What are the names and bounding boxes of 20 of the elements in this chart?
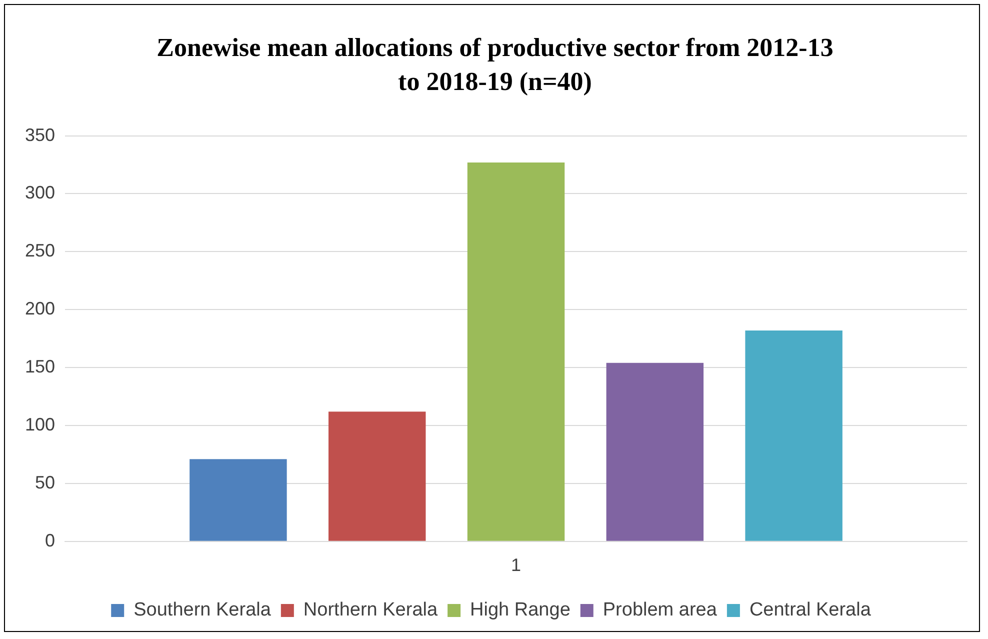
bar — [467, 162, 565, 541]
y-tick-label: 350 — [24, 124, 56, 145]
legend-label: Northern Kerala — [303, 600, 438, 621]
legend-label: High Range — [470, 600, 570, 621]
y-tick-label: 50 — [35, 472, 56, 492]
y-tick-label: 200 — [24, 298, 56, 319]
legend-label: Central Kerala — [749, 600, 872, 621]
y-tick-label: 300 — [24, 182, 56, 203]
bar — [190, 459, 287, 541]
legend-label: Southern Kerala — [134, 600, 272, 621]
y-tick-label: 250 — [24, 240, 56, 261]
y-tick-label: 100 — [24, 414, 56, 434]
bar — [745, 330, 842, 541]
bar — [328, 412, 426, 541]
y-tick-label: 0 — [45, 530, 56, 550]
legend-label: Problem area — [602, 600, 718, 621]
bar — [606, 362, 704, 541]
x-tick-label: 1 — [511, 555, 522, 576]
y-tick-label: 150 — [24, 356, 56, 377]
chart-title: Zonewise mean allocations of productive sector from 2012-13 to 2018-19 (n=40) — [156, 32, 834, 98]
